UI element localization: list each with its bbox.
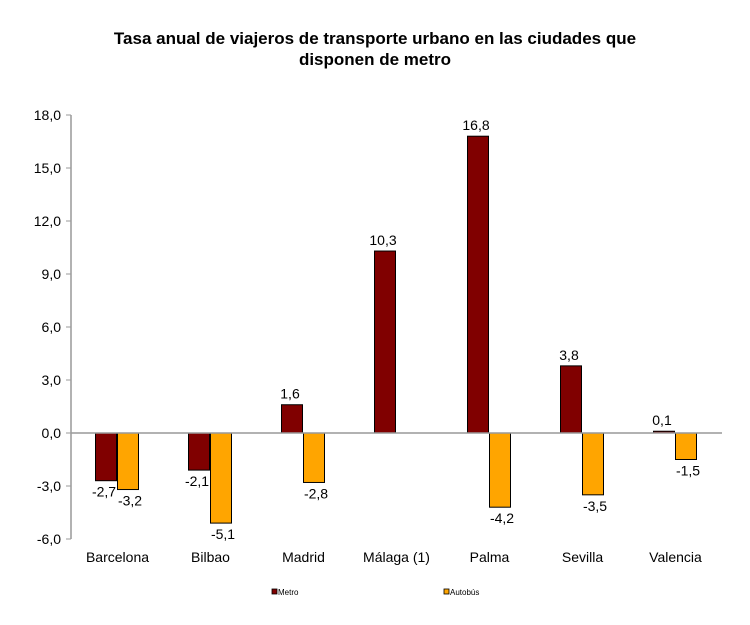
legend-label: Autobús — [450, 588, 479, 597]
data-label: -4,2 — [490, 510, 514, 526]
chart-title: Tasa anual de viajeros de transporte urb… — [0, 28, 750, 70]
y-tick-label: 6,0 — [42, 319, 62, 335]
bar-metro — [281, 404, 303, 434]
y-tick-label: 18,0 — [34, 107, 61, 123]
y-tick-label: -6,0 — [37, 531, 61, 547]
bar-metro — [467, 135, 489, 434]
bar-metro — [95, 432, 117, 482]
y-tick-label: 3,0 — [42, 372, 62, 388]
bar-metro — [188, 432, 210, 471]
data-label: -2,8 — [304, 485, 328, 501]
y-tick-label: 15,0 — [34, 160, 61, 176]
y-tick-label: 9,0 — [42, 266, 62, 282]
bar-autobús — [303, 432, 325, 483]
bar-metro — [374, 250, 396, 434]
title-line-2: disponen de metro — [298, 50, 452, 69]
y-tick-label: -3,0 — [37, 478, 61, 494]
bar-autobús — [582, 432, 604, 496]
data-label: 16,8 — [462, 117, 489, 133]
bar-autobús — [117, 432, 139, 491]
data-label: -5,1 — [211, 526, 235, 542]
data-label: -2,1 — [185, 473, 209, 489]
y-tick-label: 12,0 — [34, 213, 61, 229]
x-tick-label: Palma — [470, 549, 510, 565]
x-tick-label: Madrid — [282, 549, 325, 565]
y-tick-label: 0,0 — [42, 425, 62, 441]
data-label: 0,1 — [652, 412, 672, 428]
bar-metro — [560, 365, 582, 434]
data-label: 10,3 — [369, 232, 396, 248]
data-label: -3,2 — [118, 493, 142, 509]
data-label: -3,5 — [583, 498, 607, 514]
bar-autobús — [210, 432, 232, 524]
legend-swatch-autobús — [443, 588, 450, 595]
data-label: 3,8 — [559, 347, 579, 363]
x-tick-label: Barcelona — [86, 549, 149, 565]
data-label: -2,7 — [92, 484, 116, 500]
bar-autobús — [489, 432, 511, 508]
x-tick-label: Sevilla — [562, 549, 603, 565]
legend-label: Metro — [278, 588, 299, 597]
x-tick-label: Málaga (1) — [363, 549, 430, 565]
data-label: 1,6 — [280, 386, 300, 402]
data-label: -1,5 — [676, 463, 700, 479]
legend-swatch-metro — [271, 588, 278, 595]
x-tick-label: Bilbao — [191, 549, 230, 565]
bar-autobús — [675, 432, 697, 460]
title-line-1: Tasa anual de viajeros de transporte urb… — [113, 29, 637, 48]
x-tick-label: Valencia — [649, 549, 702, 565]
